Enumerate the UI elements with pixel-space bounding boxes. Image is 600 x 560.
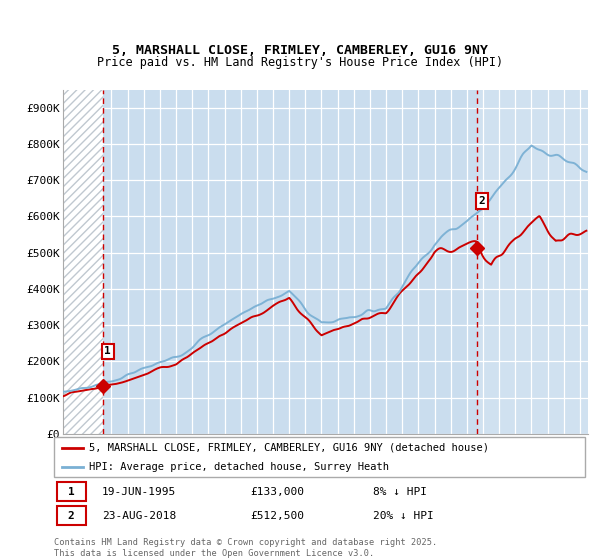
- Bar: [478, 90, 588, 434]
- Text: 5, MARSHALL CLOSE, FRIMLEY, CAMBERLEY, GU16 9NY: 5, MARSHALL CLOSE, FRIMLEY, CAMBERLEY, G…: [112, 44, 488, 57]
- Text: Price paid vs. HM Land Registry's House Price Index (HPI): Price paid vs. HM Land Registry's House …: [97, 56, 503, 69]
- Bar: [56, 506, 86, 525]
- Bar: [63, 90, 103, 434]
- Text: 20% ↓ HPI: 20% ↓ HPI: [373, 511, 433, 521]
- Text: Contains HM Land Registry data © Crown copyright and database right 2025.
This d: Contains HM Land Registry data © Crown c…: [54, 538, 437, 558]
- Text: 1: 1: [104, 346, 111, 356]
- Bar: [63, 90, 103, 434]
- Text: 23-AUG-2018: 23-AUG-2018: [102, 511, 176, 521]
- Text: 2: 2: [479, 196, 485, 206]
- Bar: [56, 482, 86, 502]
- Text: 1: 1: [68, 487, 74, 497]
- Text: 5, MARSHALL CLOSE, FRIMLEY, CAMBERLEY, GU16 9NY (detached house): 5, MARSHALL CLOSE, FRIMLEY, CAMBERLEY, G…: [89, 443, 488, 452]
- Text: 8% ↓ HPI: 8% ↓ HPI: [373, 487, 427, 497]
- Text: £512,500: £512,500: [250, 511, 304, 521]
- Text: 19-JUN-1995: 19-JUN-1995: [102, 487, 176, 497]
- Text: 2: 2: [68, 511, 74, 521]
- Text: HPI: Average price, detached house, Surrey Heath: HPI: Average price, detached house, Surr…: [89, 462, 389, 472]
- Text: £133,000: £133,000: [250, 487, 304, 497]
- Bar: [103, 90, 478, 434]
